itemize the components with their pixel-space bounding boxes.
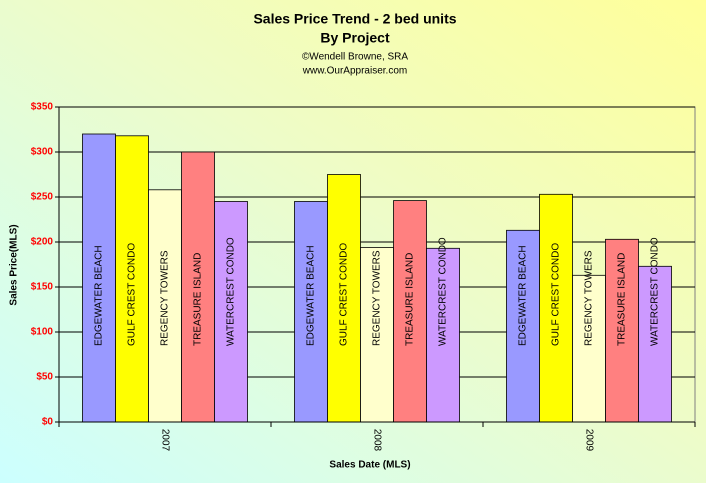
bar — [572, 274, 606, 423]
bar — [360, 246, 394, 423]
y-tick-label: $250 — [31, 192, 54, 203]
x-tick-label: 2007 — [159, 429, 170, 452]
y-tick-label: $50 — [36, 372, 53, 383]
bar — [115, 135, 149, 423]
bar-label: REGENCY TOWERS — [372, 250, 383, 346]
x-tick-label: 2008 — [371, 429, 382, 452]
bar — [82, 133, 116, 423]
chart-subtitle: By Project — [320, 30, 390, 46]
bar — [327, 174, 361, 423]
y-tick-label: $0 — [42, 417, 54, 428]
bar-label: GULF CREST CONDO — [339, 243, 350, 346]
bar-label: WATERCREST CONDO — [438, 237, 449, 346]
bar — [539, 193, 573, 423]
y-tick-label: $100 — [31, 327, 54, 338]
bar-label: REGENCY TOWERS — [160, 250, 171, 346]
bar-label: TREASURE ISLAND — [193, 253, 204, 346]
bar-label: GULF CREST CONDO — [551, 243, 562, 346]
bar-label: EDGEWATER BEACH — [306, 245, 317, 346]
y-tick-label: $150 — [31, 282, 54, 293]
bar-label: REGENCY TOWERS — [584, 250, 595, 346]
y-axis-title: Sales Price(MLS) — [9, 224, 20, 305]
bar-label: WATERCREST CONDO — [650, 237, 661, 346]
credit: ©Wendell Browne, SRA — [302, 52, 408, 63]
y-tick-label: $350 — [31, 102, 54, 113]
bar — [426, 247, 460, 423]
bar-label: TREASURE ISLAND — [617, 253, 628, 346]
credit: www.OurAppraiser.com — [302, 66, 407, 77]
bar-label: WATERCREST CONDO — [226, 237, 237, 346]
y-tick-label: $300 — [31, 147, 54, 158]
bar — [506, 229, 540, 423]
bar — [393, 200, 427, 423]
chart-title: Sales Price Trend - 2 bed units — [253, 11, 456, 27]
bar-label: EDGEWATER BEACH — [94, 245, 105, 346]
x-axis-title: Sales Date (MLS) — [329, 460, 410, 471]
y-tick-label: $200 — [31, 237, 54, 248]
bar — [638, 265, 672, 423]
bar-label: GULF CREST CONDO — [127, 243, 138, 346]
bar-label: TREASURE ISLAND — [405, 253, 416, 346]
x-tick-label: 2009 — [583, 429, 594, 452]
bar-label: EDGEWATER BEACH — [518, 245, 529, 346]
